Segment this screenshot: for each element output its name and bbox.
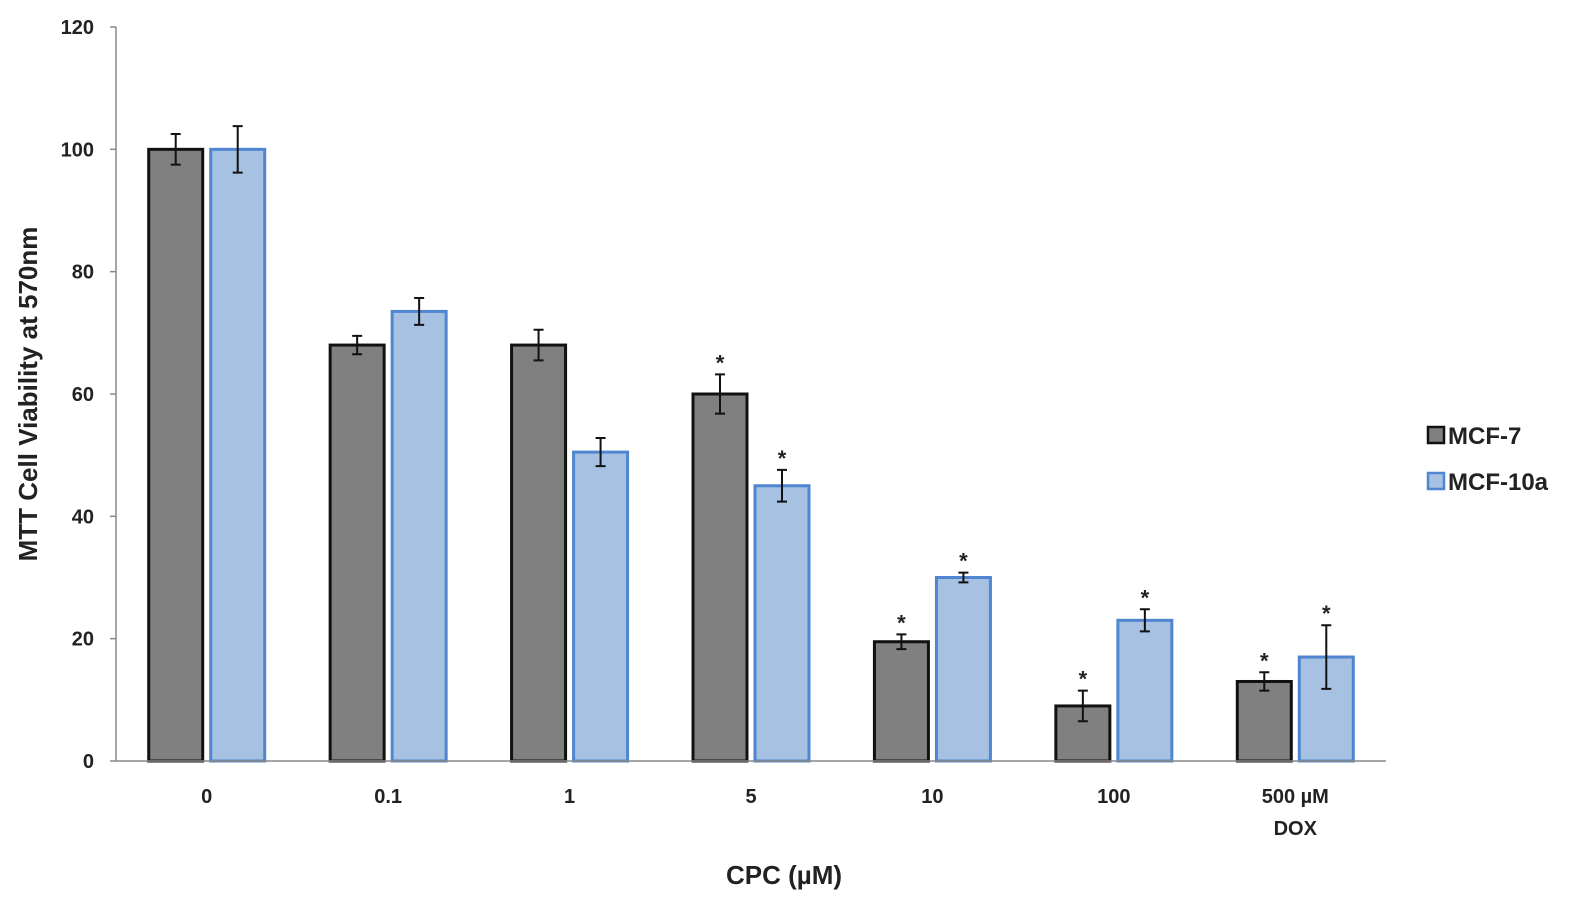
x-tick-label: 500 µM [1262,786,1329,808]
y-tick-label: 60 [72,384,94,406]
y-tick-label: 120 [61,17,94,39]
error-bar [1077,689,1088,723]
significance-star: * [1322,601,1331,626]
error-bar [232,125,243,174]
bar-mcf-7-4 [872,640,930,763]
legend-swatch [1426,425,1446,445]
error-bars-group [170,125,1332,723]
y-tick-label: 80 [72,262,94,284]
x-tick-label: 1 [564,786,575,808]
bar-mcf-10a-2 [572,450,630,763]
legend-label: MCF-7 [1448,423,1521,450]
bar-mcf-7-6 [1235,679,1293,763]
significance-markers-group: * * * * * * * * [716,350,1331,691]
x-tick-label: DOX [1274,818,1318,840]
significance-star: * [716,350,725,375]
significance-star: * [778,446,787,471]
error-bar [352,334,363,356]
error-bar [1139,608,1150,633]
bar-mcf-10a-1 [390,309,448,763]
legend: MCF-7 MCF-10a [1426,423,1549,496]
legend-swatch [1426,471,1446,491]
bar-mcf-7-3 [691,392,749,763]
legend-label: MCF-10a [1448,469,1549,496]
significance-star: * [1260,648,1269,673]
error-bar [170,133,181,166]
x-axis-tick-labels: 0 0.1 1 5 10 100 500 µM DOX [201,786,1329,840]
x-tick-label: 0 [201,786,212,808]
bar-mcf-10a-4 [934,576,992,763]
y-tick-label: 100 [61,139,94,161]
y-tick-label: 20 [72,629,94,651]
significance-star: * [1141,585,1150,610]
error-bar [958,571,969,584]
bar-mcf-10a-0 [209,147,267,763]
bar-mcf-7-2 [510,343,568,763]
error-bar [896,633,907,651]
significance-star: * [897,610,906,635]
y-tick-label: 40 [72,506,94,528]
x-axis-title: CPC (µM) [726,860,842,890]
bar-mcf-10a-3 [753,484,811,763]
error-bar [595,437,606,468]
y-axis-title: MTT Cell Viability at 570nm [13,227,43,562]
y-axis-ticks: 0 20 40 60 80 100 120 [61,17,116,773]
significance-star: * [959,549,968,574]
bar-mcf-10a-5 [1116,618,1174,763]
error-bar [414,296,425,326]
x-tick-label: 100 [1097,786,1130,808]
x-tick-label: 10 [921,786,943,808]
bar-mcf-7-1 [328,343,386,763]
bars-group [147,147,1355,763]
y-tick-label: 0 [83,751,94,773]
bar-mcf-7-0 [147,147,205,763]
error-bar [715,373,725,415]
x-tick-label: 5 [745,786,756,808]
significance-star: * [1079,667,1088,692]
error-bar [1259,671,1270,692]
error-bar [533,328,544,362]
error-bar [777,468,787,503]
x-tick-label: 0.1 [374,786,402,808]
error-bar [1321,624,1332,690]
